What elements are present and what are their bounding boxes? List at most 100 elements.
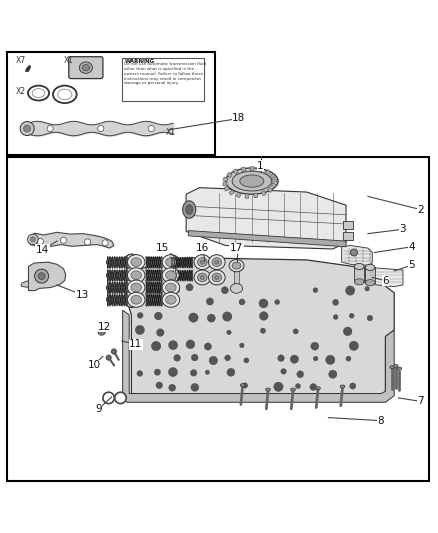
Text: 6: 6: [382, 276, 389, 286]
Polygon shape: [123, 310, 394, 402]
Ellipse shape: [232, 262, 241, 269]
Text: 13: 13: [76, 290, 89, 300]
Ellipse shape: [354, 279, 364, 285]
Circle shape: [135, 325, 145, 335]
Text: 2: 2: [417, 205, 424, 215]
Circle shape: [297, 371, 304, 378]
Circle shape: [124, 292, 140, 307]
Text: 4: 4: [408, 242, 415, 252]
Circle shape: [124, 254, 140, 270]
Bar: [343, 232, 353, 240]
Circle shape: [127, 283, 136, 292]
Circle shape: [367, 316, 373, 321]
Ellipse shape: [183, 201, 196, 219]
Ellipse shape: [215, 260, 219, 264]
Bar: [7, 52, 215, 155]
Bar: [224, 187, 230, 191]
Circle shape: [127, 271, 136, 280]
Ellipse shape: [162, 280, 180, 295]
Text: Do not use automatic transmission fluid
other than what is specified in the
owne: Do not use automatic transmission fluid …: [124, 62, 207, 85]
Circle shape: [239, 299, 245, 305]
Circle shape: [127, 295, 136, 304]
Circle shape: [168, 298, 177, 306]
Circle shape: [35, 269, 49, 283]
Circle shape: [169, 384, 176, 391]
Circle shape: [124, 254, 140, 270]
Circle shape: [137, 312, 143, 318]
Circle shape: [313, 288, 318, 293]
Circle shape: [242, 383, 248, 388]
Bar: [223, 182, 227, 186]
Circle shape: [127, 271, 136, 280]
Circle shape: [127, 283, 136, 292]
Circle shape: [259, 312, 268, 320]
Circle shape: [244, 358, 249, 363]
Circle shape: [240, 343, 244, 348]
Ellipse shape: [212, 273, 222, 282]
Text: WARNING: WARNING: [124, 59, 155, 64]
Polygon shape: [186, 188, 346, 249]
Circle shape: [191, 369, 197, 376]
Ellipse shape: [28, 86, 49, 101]
Circle shape: [205, 370, 209, 374]
Ellipse shape: [215, 276, 219, 279]
Circle shape: [127, 258, 136, 266]
Circle shape: [127, 283, 136, 292]
Circle shape: [350, 249, 357, 256]
Ellipse shape: [162, 255, 180, 270]
Ellipse shape: [186, 205, 193, 214]
Ellipse shape: [58, 89, 72, 100]
Polygon shape: [25, 65, 31, 71]
Text: 9: 9: [95, 404, 102, 414]
Circle shape: [174, 287, 180, 293]
Circle shape: [60, 237, 67, 243]
Bar: [365, 267, 375, 282]
Circle shape: [157, 300, 163, 306]
Circle shape: [137, 370, 143, 376]
Circle shape: [111, 349, 117, 354]
Circle shape: [127, 258, 136, 266]
Circle shape: [124, 268, 140, 283]
Bar: [261, 190, 266, 196]
Text: 10: 10: [88, 360, 101, 370]
Circle shape: [124, 292, 140, 307]
Bar: [258, 167, 263, 173]
Ellipse shape: [32, 88, 45, 98]
Bar: [226, 172, 232, 178]
Bar: [236, 192, 241, 198]
Ellipse shape: [162, 292, 180, 307]
Bar: [267, 187, 273, 192]
Circle shape: [20, 122, 34, 135]
Circle shape: [274, 382, 283, 391]
Circle shape: [103, 392, 114, 403]
Text: 15: 15: [156, 243, 170, 253]
Ellipse shape: [131, 271, 141, 280]
Circle shape: [346, 286, 355, 295]
Circle shape: [332, 300, 339, 305]
Bar: [7, 157, 429, 481]
Circle shape: [37, 238, 43, 245]
Circle shape: [349, 313, 354, 318]
Circle shape: [168, 368, 177, 377]
Ellipse shape: [131, 258, 141, 266]
Text: 16: 16: [196, 243, 209, 253]
Text: X2: X2: [15, 87, 25, 96]
Circle shape: [132, 341, 141, 349]
Bar: [270, 174, 275, 179]
Circle shape: [115, 392, 126, 403]
Ellipse shape: [229, 260, 244, 272]
Bar: [343, 221, 353, 229]
Text: 17: 17: [230, 243, 243, 253]
Circle shape: [227, 368, 235, 376]
Text: 12: 12: [98, 322, 111, 332]
Circle shape: [293, 329, 298, 334]
Circle shape: [207, 314, 215, 322]
Ellipse shape: [198, 273, 207, 282]
Text: 8: 8: [378, 416, 385, 426]
Bar: [250, 166, 254, 171]
Ellipse shape: [82, 64, 89, 71]
Circle shape: [310, 384, 317, 390]
Ellipse shape: [79, 62, 92, 74]
Ellipse shape: [315, 387, 320, 390]
Circle shape: [148, 125, 154, 132]
